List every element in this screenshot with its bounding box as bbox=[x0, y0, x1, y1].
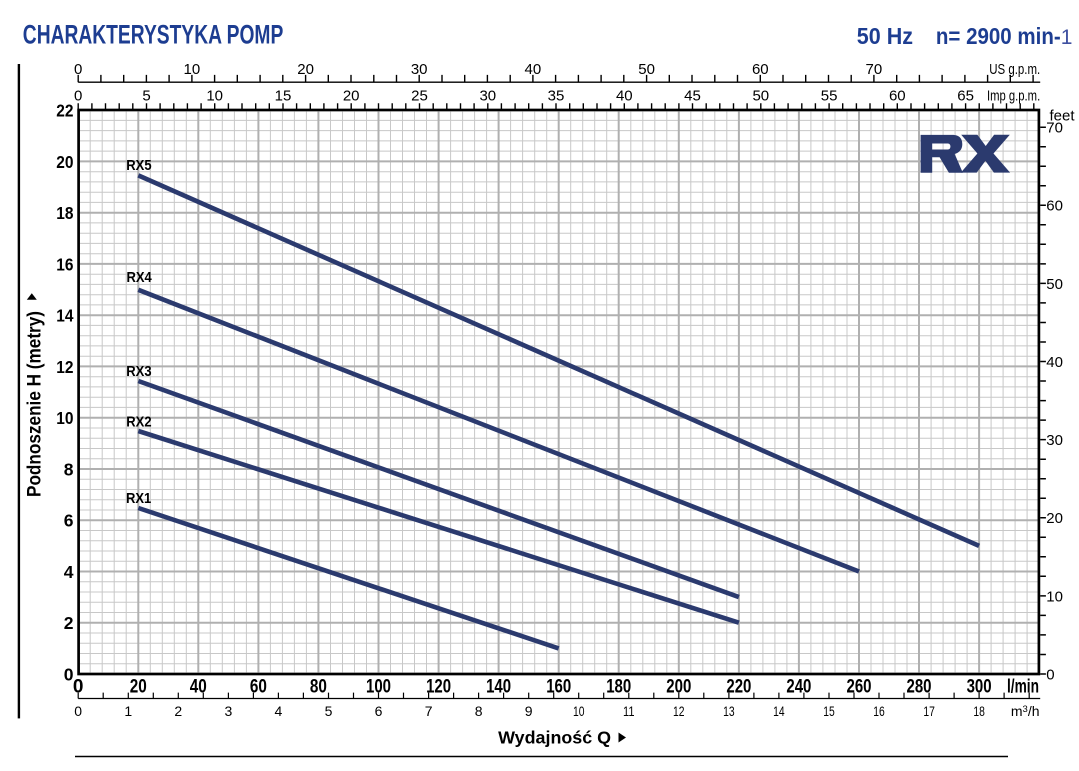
svg-text:240: 240 bbox=[786, 677, 811, 698]
svg-text:55: 55 bbox=[821, 87, 838, 104]
svg-text:20: 20 bbox=[56, 152, 73, 172]
svg-text:50: 50 bbox=[638, 61, 655, 78]
svg-text:RX5: RX5 bbox=[126, 158, 151, 174]
svg-text:3: 3 bbox=[225, 703, 233, 719]
svg-text:1: 1 bbox=[124, 703, 132, 719]
svg-text:10: 10 bbox=[184, 61, 201, 78]
svg-text:18: 18 bbox=[973, 703, 985, 719]
svg-text:14: 14 bbox=[56, 306, 73, 326]
svg-text:20: 20 bbox=[130, 677, 147, 698]
svg-text:5: 5 bbox=[142, 87, 150, 104]
svg-text:40: 40 bbox=[525, 61, 542, 78]
svg-text:10: 10 bbox=[206, 87, 223, 104]
svg-text:260: 260 bbox=[847, 677, 872, 698]
svg-text:n= 2900 min-: n= 2900 min- bbox=[936, 23, 1061, 49]
svg-text:12: 12 bbox=[56, 357, 73, 377]
svg-text:80: 80 bbox=[310, 677, 327, 698]
svg-text:280: 280 bbox=[907, 677, 932, 698]
svg-text:RX1: RX1 bbox=[126, 491, 151, 507]
svg-text:60: 60 bbox=[1046, 198, 1063, 215]
svg-text:65: 65 bbox=[957, 87, 974, 104]
svg-text:l/min: l/min bbox=[1007, 677, 1039, 698]
svg-text:6: 6 bbox=[64, 511, 74, 531]
svg-text:11: 11 bbox=[623, 703, 635, 719]
svg-text:30: 30 bbox=[479, 87, 496, 104]
svg-text:0: 0 bbox=[74, 61, 82, 78]
svg-text:12: 12 bbox=[673, 703, 685, 719]
svg-text:50 Hz: 50 Hz bbox=[857, 23, 913, 49]
svg-text:10: 10 bbox=[573, 703, 585, 719]
svg-text:4: 4 bbox=[64, 562, 74, 582]
svg-text:22: 22 bbox=[56, 101, 73, 121]
svg-text:35: 35 bbox=[548, 87, 565, 104]
svg-text:RX3: RX3 bbox=[126, 364, 151, 380]
svg-text:45: 45 bbox=[684, 87, 701, 104]
svg-text:160: 160 bbox=[546, 677, 571, 698]
svg-text:60: 60 bbox=[889, 87, 906, 104]
svg-text:20: 20 bbox=[297, 61, 314, 78]
svg-text:300: 300 bbox=[967, 677, 992, 698]
svg-text:Podnoszenie H (metry): Podnoszenie H (metry) bbox=[25, 311, 46, 497]
svg-text:25: 25 bbox=[411, 87, 428, 104]
svg-text:7: 7 bbox=[425, 703, 433, 719]
svg-text:10: 10 bbox=[1046, 588, 1063, 605]
svg-text:60: 60 bbox=[752, 61, 769, 78]
svg-text:0: 0 bbox=[74, 703, 82, 719]
svg-text:feet: feet bbox=[1050, 107, 1076, 124]
svg-text:40: 40 bbox=[616, 87, 633, 104]
svg-text:4: 4 bbox=[275, 703, 283, 719]
svg-text:10: 10 bbox=[56, 408, 73, 428]
svg-text:14: 14 bbox=[773, 703, 785, 719]
svg-text:15: 15 bbox=[823, 703, 835, 719]
svg-text:2: 2 bbox=[64, 613, 74, 633]
svg-text:200: 200 bbox=[666, 677, 691, 698]
svg-text:16: 16 bbox=[56, 254, 73, 274]
svg-text:RX4: RX4 bbox=[127, 270, 152, 286]
svg-text:180: 180 bbox=[606, 677, 631, 698]
svg-text:20: 20 bbox=[1046, 510, 1063, 527]
svg-text:CHARAKTERYSTYKA POMP: CHARAKTERYSTYKA POMP bbox=[23, 20, 284, 50]
svg-text:40: 40 bbox=[190, 677, 207, 698]
svg-text:0: 0 bbox=[73, 677, 84, 698]
svg-text:0: 0 bbox=[1046, 666, 1054, 683]
svg-text:50: 50 bbox=[752, 87, 769, 104]
svg-text:8: 8 bbox=[475, 703, 483, 719]
svg-text:6: 6 bbox=[375, 703, 383, 719]
svg-text:RX2: RX2 bbox=[126, 414, 151, 430]
svg-text:m3/h: m3/h bbox=[1011, 703, 1040, 719]
svg-text:Imp g.p.m.: Imp g.p.m. bbox=[987, 87, 1040, 104]
svg-text:0: 0 bbox=[74, 87, 82, 104]
svg-text:0: 0 bbox=[64, 664, 74, 684]
svg-text:220: 220 bbox=[726, 677, 751, 698]
svg-text:2: 2 bbox=[174, 703, 182, 719]
svg-text:60: 60 bbox=[250, 677, 267, 698]
svg-text:15: 15 bbox=[275, 87, 292, 104]
svg-text:16: 16 bbox=[873, 703, 885, 719]
svg-text:70: 70 bbox=[1046, 120, 1063, 137]
svg-text:Wydajność Q: Wydajność Q bbox=[498, 727, 611, 747]
svg-text:40: 40 bbox=[1046, 354, 1063, 371]
svg-text:13: 13 bbox=[723, 703, 735, 719]
svg-text:30: 30 bbox=[1046, 432, 1063, 449]
svg-text:120: 120 bbox=[426, 677, 451, 698]
svg-text:5: 5 bbox=[325, 703, 333, 719]
svg-text:100: 100 bbox=[366, 677, 391, 698]
svg-text:1: 1 bbox=[1061, 26, 1073, 49]
svg-text:US g.p.m.: US g.p.m. bbox=[989, 61, 1040, 78]
svg-text:30: 30 bbox=[411, 61, 428, 78]
svg-text:18: 18 bbox=[56, 203, 73, 223]
svg-text:50: 50 bbox=[1046, 276, 1063, 293]
svg-text:17: 17 bbox=[923, 703, 935, 719]
svg-text:9: 9 bbox=[525, 703, 533, 719]
svg-text:20: 20 bbox=[343, 87, 360, 104]
svg-text:70: 70 bbox=[866, 61, 883, 78]
svg-text:8: 8 bbox=[64, 459, 74, 479]
svg-text:140: 140 bbox=[486, 677, 511, 698]
